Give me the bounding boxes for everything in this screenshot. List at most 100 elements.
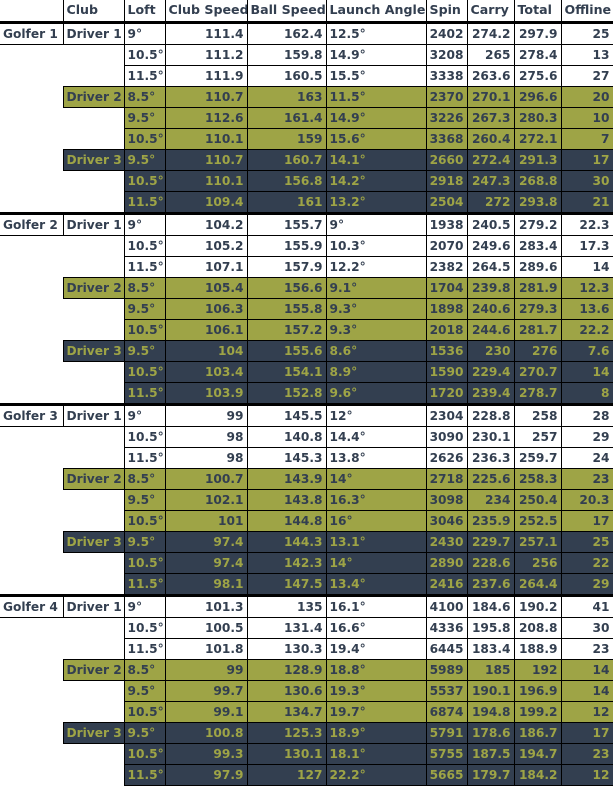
golfer-name-cell (0, 531, 63, 552)
table-row: 11.5° 97.9 127 22.2° 5665 179.7 184.2 12 (0, 763, 613, 786)
club-name-cell (63, 170, 124, 191)
carry-cell: 194.8 (466, 700, 515, 723)
total-cell: 283.4 (513, 234, 562, 257)
spin-cell: 2660 (425, 148, 468, 171)
golfer-name-cell (0, 86, 63, 107)
offline-cell: 13 (560, 43, 613, 66)
club-speed-cell: 110.7 (164, 85, 248, 108)
table-row: 10.5° 110.1 156.8 14.2° 2918 247.3 268.8 30 (0, 169, 613, 192)
golfer-name-cell (0, 701, 63, 722)
offline-cell: 12 (560, 700, 613, 723)
loft-cell: 9.5° (123, 488, 166, 511)
launch-angle-cell: 10.3° (325, 234, 427, 257)
ball-speed-cell: 143.8 (246, 488, 327, 511)
golfer-name-cell (0, 256, 63, 277)
total-cell: 280.3 (513, 106, 562, 129)
offline-cell: 14 (560, 679, 613, 702)
ball-speed-cell: 157.2 (246, 318, 327, 341)
table-row: Driver 2 8.5° 99 128.9 18.8° 5989 185 192 14 (0, 658, 613, 681)
spin-cell: 2416 (425, 572, 468, 596)
total-cell: 184.2 (513, 763, 562, 786)
loft-cell: 11.5° (123, 255, 166, 278)
header-launch-angle: Launch Angle (325, 0, 426, 24)
table-row: 9.5° 106.3 155.8 9.3° 1898 240.6 279.3 13.6 (0, 297, 613, 320)
launch-angle-cell: 13.1° (325, 530, 427, 553)
header-golfer (0, 0, 63, 24)
launch-angle-cell: 14.1° (325, 148, 427, 171)
total-cell: 276 (513, 339, 562, 362)
loft-cell: 8.5° (123, 85, 166, 108)
ball-speed-cell: 161 (246, 190, 327, 214)
ball-speed-cell: 130.3 (246, 637, 327, 660)
ball-speed-cell: 155.9 (246, 234, 327, 257)
loft-cell: 10.5° (123, 360, 166, 383)
loft-cell: 11.5° (123, 64, 166, 87)
carry-cell: 225.6 (466, 467, 515, 490)
offline-cell: 30 (560, 616, 613, 639)
club-speed-cell: 100.5 (164, 616, 248, 639)
club-speed-cell: 97.9 (164, 763, 248, 786)
total-cell: 275.6 (513, 64, 562, 87)
loft-cell: 10.5° (123, 318, 166, 341)
golfer-name-cell (0, 44, 63, 65)
table-row: Golfer 3 Driver 1 9° 99 145.5 12° 2304 228.8 258… (0, 402, 613, 427)
launch-angle-cell: 19.3° (325, 679, 427, 702)
spin-cell: 5537 (425, 679, 468, 702)
table-row: Driver 3 9.5° 97.4 144.3 13.1° 2430 229.7 257.1… (0, 530, 613, 553)
golfer-name-cell (0, 447, 63, 468)
carry-cell: 240.6 (466, 297, 515, 320)
ball-speed-cell: 159 (246, 127, 327, 150)
launch-angle-cell: 9.3° (325, 297, 427, 320)
total-cell: 199.2 (513, 700, 562, 723)
loft-cell: 8.5° (123, 658, 166, 681)
offline-cell: 41 (560, 593, 613, 618)
total-cell: 252.5 (513, 509, 562, 532)
table-row: 10.5° 97.4 142.3 14° 2890 228.6 256 22 (0, 551, 613, 574)
club-speed-cell: 111.4 (164, 21, 248, 45)
launch-angle-cell: 9.3° (325, 318, 427, 341)
offline-cell: 28 (560, 402, 613, 427)
offline-cell: 29 (560, 425, 613, 448)
launch-angle-cell: 18.9° (325, 721, 427, 744)
golfer-name-cell (0, 659, 63, 680)
loft-cell: 10.5° (123, 616, 166, 639)
ball-speed-cell: 144.8 (246, 509, 327, 532)
club-name-cell (63, 235, 124, 256)
carry-cell: 230 (466, 339, 515, 362)
table-row: 10.5° 110.1 159 15.6° 3368 260.4 272.1 7 (0, 127, 613, 150)
table-row: 10.5° 106.1 157.2 9.3° 2018 244.6 281.7 22.2 (0, 318, 613, 341)
spin-cell: 3338 (425, 64, 468, 87)
loft-cell: 9.5° (123, 721, 166, 744)
golfer-name-cell (0, 128, 63, 149)
club-name-cell (63, 743, 124, 764)
spin-cell: 2430 (425, 530, 468, 553)
carry-cell: 178.6 (466, 721, 515, 744)
club-speed-cell: 100.8 (164, 721, 248, 744)
total-cell: 296.6 (513, 85, 562, 108)
club-name-cell: Driver 3 (62, 339, 125, 362)
loft-cell: 9.5° (123, 106, 166, 129)
golfer-name-cell (0, 489, 63, 510)
club-speed-cell: 110.7 (164, 148, 248, 171)
loft-cell: 9.5° (123, 339, 166, 362)
offline-cell: 17 (560, 509, 613, 532)
header-row: Club Loft Club Speed Ball Speed Launch A… (0, 0, 613, 24)
offline-cell: 12.3 (560, 276, 613, 299)
ball-speed-cell: 131.4 (246, 616, 327, 639)
golfer-name-cell (0, 340, 63, 361)
carry-cell: 270.1 (466, 85, 515, 108)
club-name-cell (63, 510, 124, 531)
club-name-cell (63, 426, 124, 447)
club-speed-cell: 104.2 (164, 211, 248, 236)
table-row: 10.5° 100.5 131.4 16.6° 4336 195.8 208.8 30 (0, 616, 613, 639)
club-speed-cell: 101 (164, 509, 248, 532)
total-cell: 268.8 (513, 169, 562, 192)
spin-cell: 1938 (425, 211, 468, 236)
club-speed-cell: 110.1 (164, 127, 248, 150)
spin-cell: 2402 (425, 21, 468, 45)
loft-cell: 11.5° (123, 572, 166, 596)
table-row: 10.5° 101 144.8 16° 3046 235.9 252.5 17 (0, 509, 613, 532)
club-speed-cell: 99.7 (164, 679, 248, 702)
carry-cell: 230.1 (466, 425, 515, 448)
loft-cell: 9° (123, 593, 166, 618)
